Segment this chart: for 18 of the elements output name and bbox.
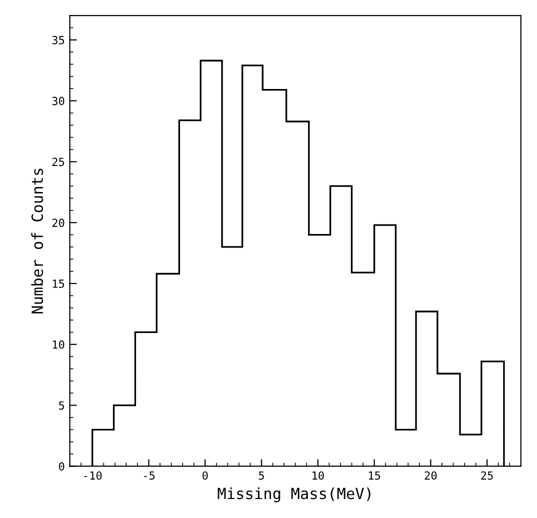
y-tick-label: 15 bbox=[52, 280, 64, 288]
x-tick-label: 0 bbox=[202, 471, 208, 480]
y-tick-label: 5 bbox=[59, 401, 64, 410]
x-tick-label: 15 bbox=[368, 471, 380, 480]
x-axis-title: Missing Mass(MeV) bbox=[218, 487, 370, 502]
y-axis-title: Number of Counts bbox=[31, 168, 44, 314]
x-tick-label: 20 bbox=[424, 471, 437, 480]
y-tick-label: 10 bbox=[52, 340, 64, 349]
x-tick-label: 25 bbox=[481, 471, 493, 480]
y-tick-label: 30 bbox=[52, 96, 64, 106]
y-tick-label: 25 bbox=[52, 158, 64, 166]
x-tick-label: -10 bbox=[84, 471, 102, 480]
x-tick-label: -5 bbox=[144, 471, 155, 480]
y-tick-label: 20 bbox=[52, 218, 64, 228]
y-tick-label: 0 bbox=[58, 462, 64, 471]
x-tick-label: 5 bbox=[258, 471, 264, 480]
y-tick-label: 35 bbox=[52, 36, 64, 44]
x-tick-label: 10 bbox=[312, 471, 324, 480]
